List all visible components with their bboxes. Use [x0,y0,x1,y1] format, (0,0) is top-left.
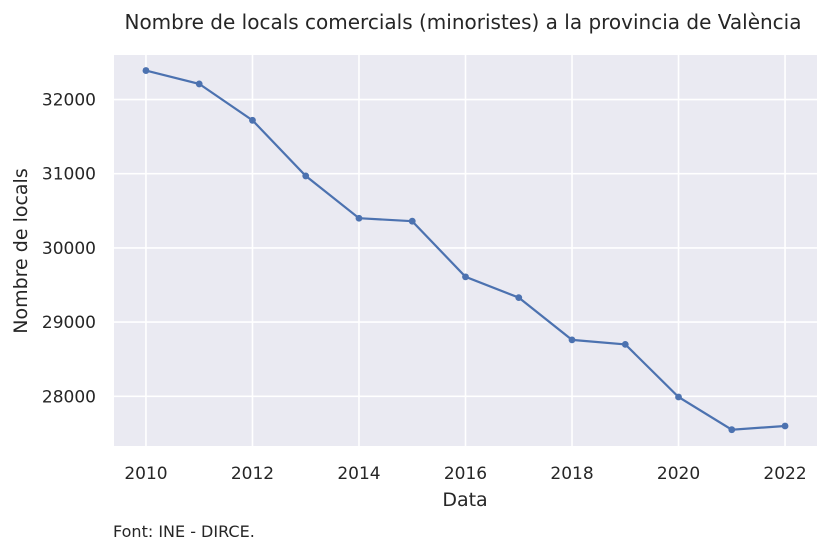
data-point [462,273,469,281]
x-tick-label: 2022 [763,464,806,484]
data-point [249,116,256,124]
x-tick-label: 2020 [657,464,700,484]
x-tick-labels: 2010 2012 2014 2016 2018 2020 2022 [124,464,806,484]
x-tick-label: 2018 [550,464,593,484]
data-point [142,67,150,74]
y-tick-label: 29000 [42,313,96,333]
data-point [781,422,789,430]
y-tick-label: 31000 [42,165,96,185]
data-point [195,80,203,88]
source-note: Font: INE - DIRCE. [113,522,255,541]
x-tick-label: 2010 [124,464,167,484]
series-points [142,67,789,434]
y-tick-labels: 28000 29000 30000 31000 32000 [42,91,96,408]
x-tick-label: 2016 [444,464,487,484]
y-tick-label: 30000 [42,239,96,259]
x-axis-label: Data [442,489,487,511]
data-point [568,336,576,344]
x-tick-label: 2014 [337,464,380,484]
y-gridlines [114,98,817,398]
data-point [355,214,363,222]
x-tick-label: 2012 [231,464,274,484]
data-point [302,172,310,180]
chart-title: Nombre de locals comercials (minoristes)… [124,10,801,34]
data-point [728,426,736,434]
y-axis-label: Nombre de locals [10,168,32,334]
y-tick-label: 32000 [42,91,96,111]
data-point [621,340,629,348]
y-tick-label: 28000 [42,387,96,407]
data-point [675,393,682,401]
data-point [408,217,416,225]
data-point [515,294,523,302]
